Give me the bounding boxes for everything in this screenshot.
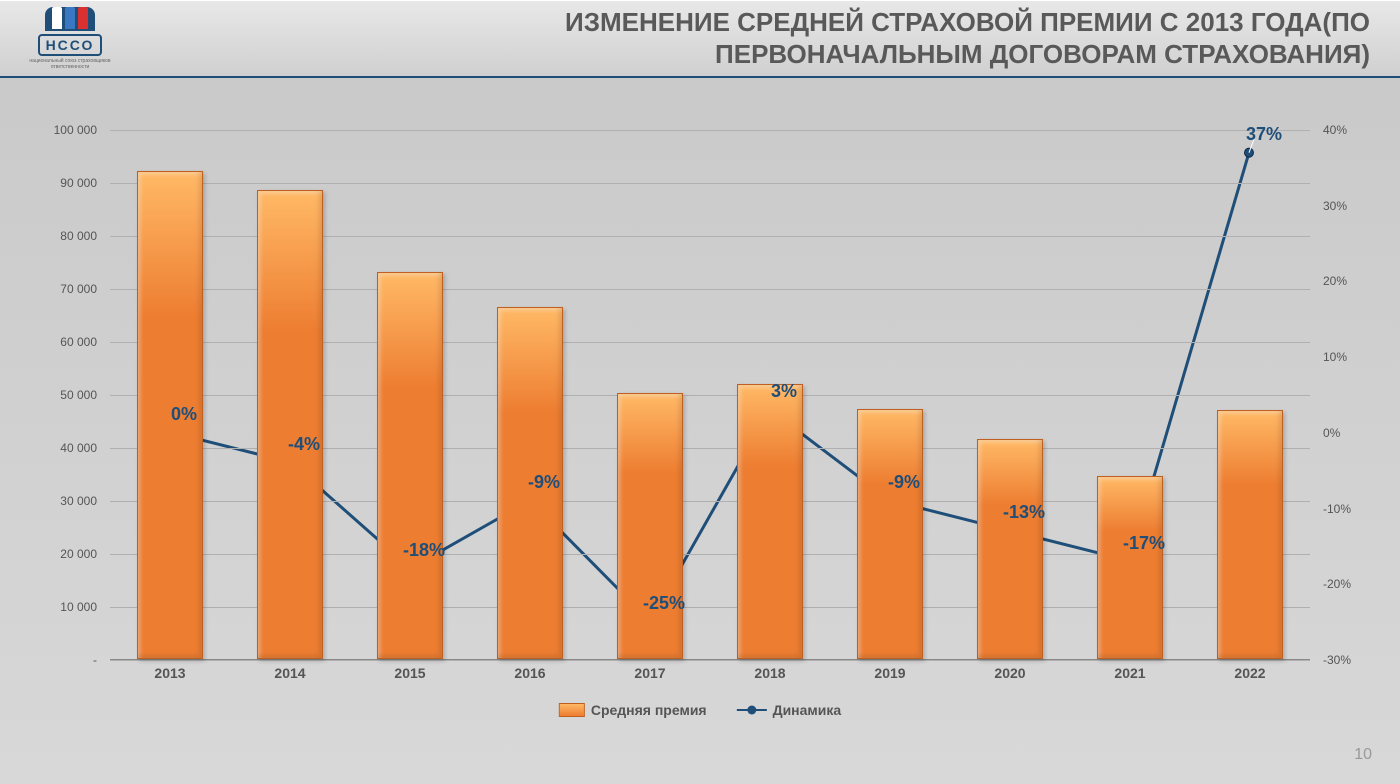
line-data-label: -25%	[643, 593, 685, 614]
line-data-label: -4%	[288, 434, 320, 455]
x-axis-label: 2019	[830, 665, 950, 681]
bar-slot	[950, 130, 1070, 659]
y-right-tick: 30%	[1323, 199, 1347, 213]
header: НССО национальный союз страховщиков отве…	[0, 0, 1400, 78]
y-left-tick: 50 000	[60, 388, 97, 402]
line-data-label: 37%	[1246, 124, 1282, 145]
y-axis-right: -30%-20%-10%0%10%20%30%40%	[1315, 130, 1375, 660]
chart: - 10 000 20 000 30 000 40 000 50 000 60 000 70 …	[25, 100, 1375, 720]
bar	[977, 439, 1043, 659]
title-line-1: ИЗМЕНЕНИЕ СРЕДНЕЙ СТРАХОВОЙ ПРЕМИИ С 201…	[565, 7, 1370, 37]
bar	[737, 384, 803, 659]
y-right-tick: -10%	[1323, 502, 1351, 516]
y-right-tick: 10%	[1323, 350, 1347, 364]
y-right-tick: 20%	[1323, 274, 1347, 288]
line-data-label: -9%	[888, 472, 920, 493]
bar-slot	[1070, 130, 1190, 659]
y-left-tick: 90 000	[60, 176, 97, 190]
y-left-tick: 40 000	[60, 441, 97, 455]
line-data-label: 0%	[171, 404, 197, 425]
line-data-label: -13%	[1003, 502, 1045, 523]
x-axis-label: 2013	[110, 665, 230, 681]
bar-slot	[470, 130, 590, 659]
slide: НССО национальный союз страховщиков отве…	[0, 0, 1400, 784]
page-title: ИЗМЕНЕНИЕ СРЕДНЕЙ СТРАХОВОЙ ПРЕМИИ С 201…	[120, 7, 1380, 69]
x-axis-label: 2015	[350, 665, 470, 681]
legend: Средняя премия Динамика	[559, 702, 841, 718]
x-axis-label: 2020	[950, 665, 1070, 681]
legend-label-line: Динамика	[773, 702, 842, 718]
logo: НССО национальный союз страховщиков отве…	[20, 9, 120, 69]
x-axis-label: 2016	[470, 665, 590, 681]
y-right-tick: 40%	[1323, 123, 1347, 137]
y-right-tick: 0%	[1323, 426, 1340, 440]
legend-item-bar: Средняя премия	[559, 702, 707, 718]
bar	[377, 272, 443, 659]
bar	[1097, 476, 1163, 659]
y-left-tick: 30 000	[60, 494, 97, 508]
y-left-tick: 100 000	[54, 123, 97, 137]
logo-subtitle: национальный союз страховщиков ответстве…	[20, 58, 120, 70]
bar	[617, 393, 683, 659]
y-left-tick: 70 000	[60, 282, 97, 296]
line-data-label: -9%	[528, 472, 560, 493]
x-axis-label: 2022	[1190, 665, 1310, 681]
y-left-tick: 60 000	[60, 335, 97, 349]
title-line-2: ПЕРВОНАЧАЛЬНЫМ ДОГОВОРАМ СТРАХОВАНИЯ)	[715, 39, 1370, 69]
y-left-tick: 80 000	[60, 229, 97, 243]
bar	[1217, 410, 1283, 659]
x-axis-label: 2017	[590, 665, 710, 681]
x-axis-label: 2014	[230, 665, 350, 681]
bar-slot	[830, 130, 950, 659]
x-axis-label: 2018	[710, 665, 830, 681]
bar-slot	[350, 130, 470, 659]
bar-slot	[1190, 130, 1310, 659]
page-number: 10	[1354, 746, 1372, 764]
legend-item-line: Динамика	[737, 702, 842, 718]
legend-swatch-bar	[559, 703, 585, 717]
y-axis-left: -10 00020 00030 00040 00050 00060 00070 …	[25, 130, 105, 660]
y-left-tick: 20 000	[60, 547, 97, 561]
bar-slot	[110, 130, 230, 659]
logo-text: НССО	[38, 34, 103, 56]
line-data-label: 3%	[771, 381, 797, 402]
y-right-tick: -30%	[1323, 653, 1351, 667]
line-data-label: -17%	[1123, 533, 1165, 554]
bar	[857, 409, 923, 659]
x-axis-label: 2021	[1070, 665, 1190, 681]
bar	[257, 190, 323, 659]
y-left-tick: -	[93, 653, 97, 667]
plot-area: 0%-4%-18%-9%-25%3%-9%-13%-17%37%	[110, 130, 1310, 660]
legend-label-bar: Средняя премия	[591, 702, 707, 718]
y-right-tick: -20%	[1323, 577, 1351, 591]
logo-icon	[45, 7, 95, 31]
legend-swatch-line	[737, 709, 767, 711]
bar-slot	[590, 130, 710, 659]
line-data-label: -18%	[403, 540, 445, 561]
bar-slot	[230, 130, 350, 659]
y-left-tick: 10 000	[60, 600, 97, 614]
